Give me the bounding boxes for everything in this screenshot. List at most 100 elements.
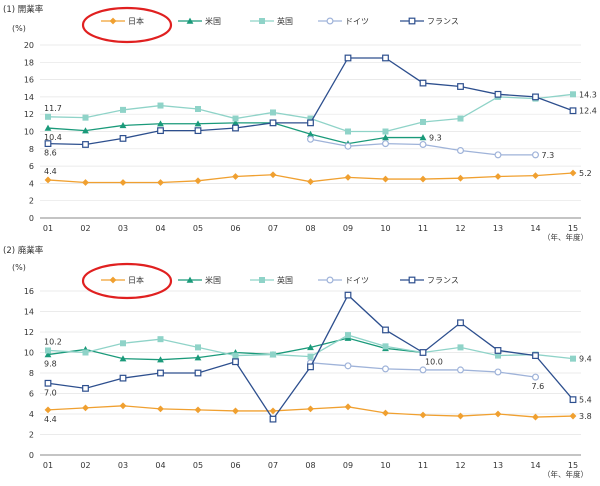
- data-point: [232, 352, 239, 359]
- data-point: [344, 362, 352, 370]
- data-point: [531, 373, 539, 381]
- data-point: [457, 147, 465, 155]
- data-point: [344, 403, 352, 411]
- data-point: [194, 354, 202, 361]
- data-label: 8.6: [44, 149, 57, 158]
- x-tick-label: 11: [418, 224, 428, 233]
- data-point: [408, 17, 416, 25]
- y-tick-label: 6: [29, 162, 34, 171]
- data-point: [195, 344, 201, 351]
- x-tick-label: 15: [568, 224, 578, 233]
- data-point: [569, 412, 577, 420]
- data-label: 4.4: [44, 167, 57, 176]
- data-point: [345, 332, 351, 339]
- y-tick-label: 0: [29, 451, 34, 460]
- data-point: [44, 379, 52, 387]
- legend-label: 英国: [277, 275, 293, 285]
- legend-label: 米国: [205, 275, 221, 285]
- data-point: [45, 347, 51, 354]
- data-point: [457, 366, 465, 374]
- data-point: [232, 119, 239, 126]
- series-日本: [44, 402, 577, 421]
- data-label: 7.0: [44, 388, 57, 397]
- legend-label: 米国: [205, 16, 221, 26]
- data-point: [532, 352, 539, 359]
- x-tick-label: 09: [343, 461, 353, 470]
- data-point: [194, 127, 202, 135]
- data-point: [44, 140, 52, 148]
- data-label: 7.3: [542, 151, 555, 160]
- data-point: [82, 141, 89, 148]
- y-tick-label: 14: [24, 93, 34, 102]
- x-tick-label: 02: [80, 224, 90, 233]
- data-point: [382, 343, 389, 350]
- data-point: [119, 374, 127, 382]
- x-tick-label: 14: [530, 461, 540, 470]
- y-axis-label: (%): [12, 263, 26, 272]
- x-tick-label: 10: [380, 461, 390, 470]
- y-tick-label: 10: [24, 128, 34, 137]
- data-point: [569, 107, 577, 115]
- legend-label: フランス: [427, 276, 459, 285]
- data-point: [194, 369, 202, 377]
- x-axis-label: （年、年度）: [543, 232, 588, 242]
- data-point: [269, 407, 277, 415]
- data-point: [232, 115, 239, 122]
- data-point: [307, 178, 314, 186]
- y-tick-label: 20: [24, 41, 34, 50]
- x-tick-label: 11: [418, 461, 428, 470]
- y-axis-label: (%): [12, 24, 26, 33]
- x-tick-label: 13: [493, 461, 503, 470]
- data-point: [326, 17, 334, 25]
- data-point: [382, 409, 389, 417]
- legend-item: フランス: [400, 276, 459, 285]
- data-point: [457, 344, 464, 351]
- data-point: [419, 140, 427, 148]
- data-point: [420, 118, 426, 125]
- data-point: [570, 91, 576, 98]
- data-point: [307, 353, 314, 360]
- data-point: [457, 412, 464, 420]
- data-point: [82, 114, 89, 121]
- x-tick-label: 14: [530, 224, 540, 233]
- data-label: 5.4: [579, 396, 592, 405]
- data-point: [532, 172, 539, 180]
- x-tick-label: 03: [118, 224, 128, 233]
- data-point: [569, 169, 577, 177]
- data-point: [82, 384, 89, 392]
- x-tick-label: 01: [43, 224, 53, 233]
- x-tick-label: 07: [268, 461, 278, 470]
- data-point: [344, 291, 352, 299]
- data-point: [157, 179, 164, 186]
- legend-item: 英国: [250, 275, 293, 285]
- y-tick-label: 12: [24, 328, 34, 337]
- data-point: [157, 127, 164, 135]
- series-ドイツ: [307, 359, 539, 381]
- x-tick-label: 08: [305, 461, 315, 470]
- data-point: [382, 128, 389, 135]
- data-point: [194, 406, 202, 414]
- x-tick-label: 04: [155, 461, 165, 470]
- data-label: 10.4: [44, 133, 62, 142]
- data-point: [232, 173, 239, 180]
- data-point: [457, 319, 464, 327]
- y-tick-label: 2: [29, 431, 34, 440]
- data-point: [119, 122, 127, 129]
- x-tick-label: 01: [43, 461, 53, 470]
- y-tick-label: 8: [29, 145, 34, 154]
- y-tick-label: 10: [24, 349, 34, 358]
- data-point: [344, 173, 352, 181]
- data-label: 9.3: [429, 134, 442, 143]
- data-point: [157, 336, 164, 343]
- data-point: [109, 17, 117, 25]
- data-point: [307, 135, 315, 143]
- data-point: [186, 276, 194, 283]
- data-label: 3.8: [579, 412, 592, 421]
- data-point: [408, 276, 416, 284]
- legend-label: 日本: [128, 275, 144, 285]
- data-point: [157, 120, 164, 127]
- y-tick-label: 18: [24, 58, 34, 67]
- data-point: [531, 151, 539, 159]
